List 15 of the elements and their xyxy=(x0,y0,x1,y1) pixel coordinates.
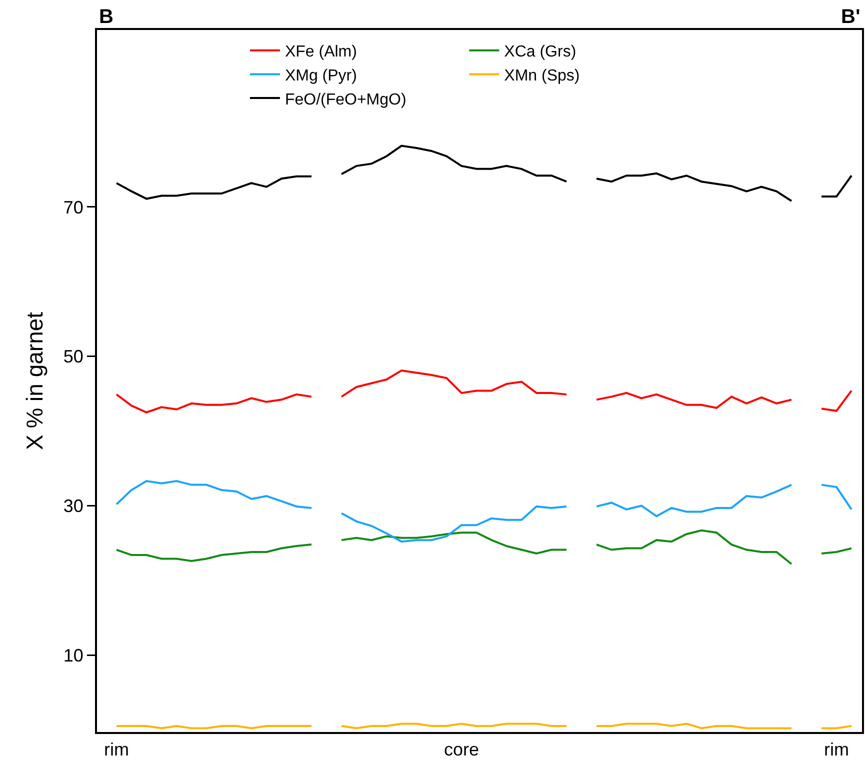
x-tick-label: core xyxy=(444,740,480,760)
legend-label: XMg (Pyr) xyxy=(284,67,357,84)
y-axis-title: X % in garnet xyxy=(21,311,48,450)
legend-label: FeO/(FeO+MgO) xyxy=(284,91,406,108)
legend-label: XCa (Grs) xyxy=(504,44,576,61)
x-tick-label: rim xyxy=(824,740,849,760)
text: B xyxy=(99,6,114,28)
x-tick-label: rim xyxy=(104,740,129,760)
y-tick-label: 10 xyxy=(63,645,84,666)
y-tick-label: 30 xyxy=(63,496,84,516)
y-tick-label: 50 xyxy=(63,346,84,367)
text: B' xyxy=(841,6,860,28)
y-tick-label: 70 xyxy=(63,197,84,218)
legend-label: XMn (Sps) xyxy=(504,67,580,84)
legend-label: XFe (Alm) xyxy=(284,44,357,61)
